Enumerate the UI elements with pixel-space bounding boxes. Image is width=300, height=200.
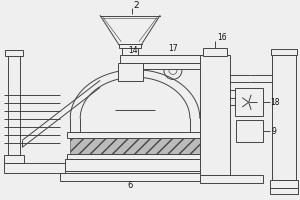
Circle shape	[238, 128, 244, 134]
Bar	[122, 44, 138, 57]
Bar	[200, 55, 230, 175]
Text: 18: 18	[270, 98, 279, 107]
Bar	[203, 48, 227, 56]
Circle shape	[169, 66, 177, 74]
Bar	[118, 63, 143, 81]
Bar	[67, 154, 203, 159]
Bar	[67, 132, 203, 138]
Bar	[5, 50, 23, 56]
Bar	[200, 175, 262, 183]
Bar	[8, 55, 20, 155]
Bar	[65, 159, 205, 171]
Bar	[236, 120, 262, 142]
Text: 14: 14	[128, 46, 138, 55]
Bar	[65, 171, 205, 181]
Bar	[270, 188, 298, 194]
Bar	[119, 44, 141, 48]
Text: 17: 17	[168, 44, 178, 53]
Circle shape	[246, 128, 252, 134]
Circle shape	[238, 91, 260, 113]
Text: 9: 9	[271, 127, 276, 136]
Bar	[272, 55, 296, 180]
Bar	[120, 55, 205, 63]
Bar	[120, 63, 205, 69]
Text: 6: 6	[128, 181, 133, 190]
Text: 16: 16	[217, 33, 226, 42]
Bar	[4, 163, 104, 173]
Bar	[70, 136, 200, 156]
Bar	[4, 155, 24, 163]
Circle shape	[247, 100, 251, 104]
Circle shape	[164, 61, 182, 79]
Polygon shape	[273, 118, 295, 178]
Polygon shape	[273, 57, 295, 118]
Bar	[60, 173, 205, 181]
Bar	[271, 49, 296, 55]
Bar	[235, 88, 262, 116]
Bar	[270, 180, 298, 188]
Text: 2: 2	[133, 1, 139, 10]
Circle shape	[254, 128, 260, 134]
